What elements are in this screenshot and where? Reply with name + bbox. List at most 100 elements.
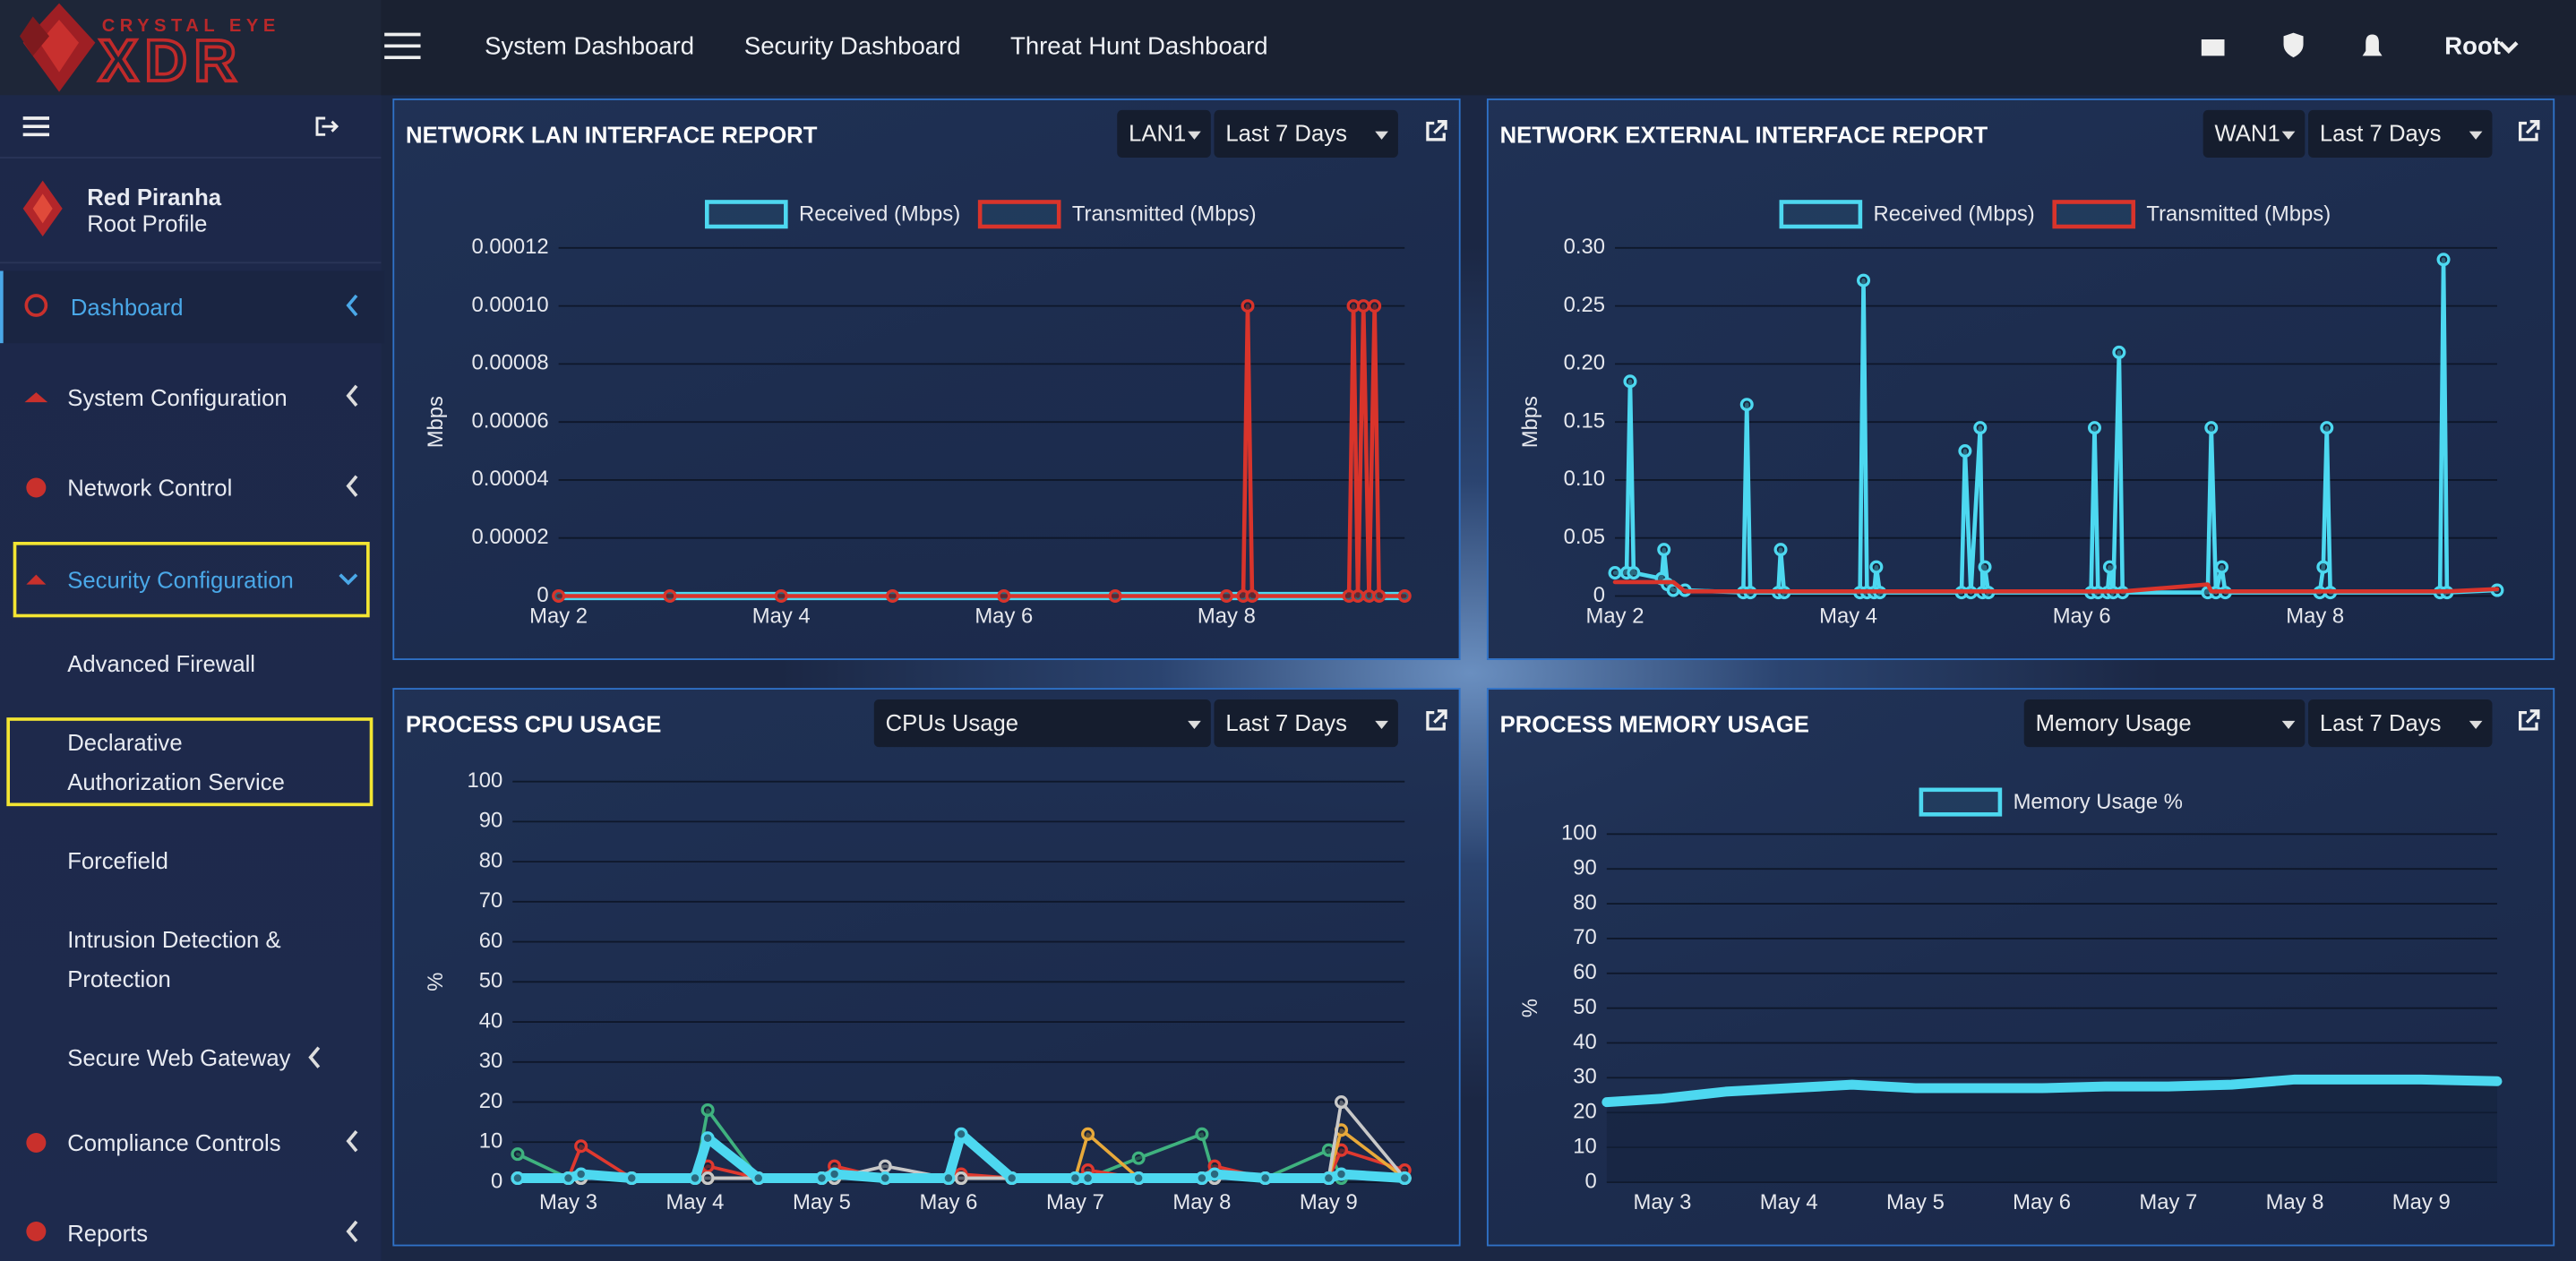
panel-title: NETWORK EXTERNAL INTERFACE REPORT [1499,121,1988,148]
submenu-item[interactable]: Advanced Firewall [67,649,256,677]
legend-label: Transmitted (Mbps) [1072,202,1257,226]
data-point [511,1147,525,1162]
data-point [2112,345,2126,359]
data-point [1773,543,1788,557]
data-point [663,588,677,604]
x-tick-label: May 7 [1046,1190,1104,1214]
data-point [1131,1171,1146,1186]
menu-label: Network Control [67,474,233,502]
legend-label: Memory Usage % [2014,790,2183,814]
nav-link[interactable]: Security Dashboard [743,32,961,61]
menu-item[interactable]: Dashboard [0,270,385,344]
dropdown[interactable]: LAN1 [1117,109,1211,158]
x-tick-label: May 2 [529,605,588,629]
series-line [1612,257,2500,595]
menu-item[interactable]: Network Control [0,451,382,524]
nav-link[interactable]: Threat Hunt Dashboard [1010,32,1268,61]
shield-icon[interactable] [2283,32,2304,58]
panel-title: PROCESS MEMORY USAGE [1499,710,1809,738]
menu-toggle[interactable] [22,116,50,137]
y-tick-label: 0.00008 [471,351,548,375]
data-point [1108,588,1122,604]
mail-icon[interactable] [2201,39,2225,56]
dropdown[interactable]: Last 7 Days [2308,109,2493,158]
menu-item[interactable]: Compliance Controls [0,1107,382,1180]
menu-item[interactable]: Security Configuration [0,544,382,616]
data-point [751,1171,766,1186]
data-point [1351,588,1365,604]
highlight-box [6,717,374,807]
nav-link[interactable]: System Dashboard [485,32,695,61]
data-point [1627,566,1641,580]
data-point [1372,588,1387,604]
area-fill [1606,1079,2497,1182]
menu-item[interactable]: System Configuration [0,361,382,433]
bell-icon[interactable] [2362,34,2383,56]
external-link-icon[interactable] [2517,709,2540,733]
y-tick-label: 60 [1573,960,1597,984]
panel-title: PROCESS CPU USAGE [406,710,662,738]
y-tick-label: 80 [1573,890,1597,914]
data-point [1978,560,1992,574]
x-tick-label: May 7 [2139,1190,2197,1214]
submenu-item[interactable]: Forcefield [67,846,168,874]
data-point [885,588,900,604]
x-tick-label: May 4 [1819,605,1877,629]
user-menu[interactable]: Root [2444,32,2501,61]
y-tick-label: 100 [1561,821,1597,845]
y-tick-label: 20 [1573,1100,1597,1124]
y-tick-label: 0.00006 [471,408,548,433]
nav-toggle[interactable] [384,32,421,59]
y-tick-label: 90 [479,809,503,833]
y-tick-label: 30 [479,1049,503,1073]
x-tick-label: May 8 [1198,605,1256,629]
dropdown[interactable]: Last 7 Days [1214,109,1398,158]
external-icon [1426,120,1447,142]
top-bar: System Dashboard Security Dashboard Thre… [381,0,2576,96]
y-tick-label: 60 [479,929,503,953]
logout-icon[interactable] [315,116,339,136]
profile-name: Red Piranha [87,184,222,210]
submenu-item[interactable]: Intrusion Detection & Protection [67,925,281,992]
data-point [624,1171,639,1186]
data-point [700,1131,715,1145]
data-point [2102,560,2117,574]
x-tick-label: May 5 [793,1190,851,1214]
y-axis-label: Mbps [1518,396,1542,448]
data-point [1857,273,1871,287]
x-tick-label: May 6 [975,605,1033,629]
x-tick-label: May 9 [2392,1190,2451,1214]
data-point [1356,299,1370,313]
submenu-item[interactable]: Secure Web Gateway [67,1043,291,1071]
menu-item[interactable]: Reports [0,1197,382,1260]
y-axis-label: Mbps [424,396,448,448]
y-tick-label: 0 [1585,1169,1597,1193]
dropdown[interactable]: WAN1 [2202,109,2306,158]
data-point [700,1102,715,1117]
y-tick-label: 90 [1573,855,1597,879]
external-link-icon[interactable] [1424,120,1447,143]
external-link-icon[interactable] [2517,120,2540,143]
submenu-item[interactable]: Declarative Authorization Service [67,728,285,795]
x-tick-label: May 2 [1586,605,1644,629]
y-tick-label: 50 [1573,995,1597,1019]
data-point [1321,1171,1335,1186]
y-axis-label: % [1518,999,1542,1017]
data-point [1258,1171,1273,1186]
dropdown[interactable]: Memory Usage [2023,699,2306,748]
y-tick-label: 40 [479,1008,503,1033]
data-point [1005,1171,1019,1186]
logo-mark: CRYSTAL EYE XDR [20,3,275,95]
data-point [1397,1171,1412,1186]
data-point [1623,374,1637,389]
series-line [556,304,1407,598]
external-icon [2519,709,2540,731]
dropdown[interactable]: CPUs Usage [873,699,1211,748]
series-line [1612,579,2500,594]
y-tick-label: 50 [479,969,503,993]
dropdown[interactable]: Last 7 Days [2308,699,2493,748]
external-link-icon[interactable] [1424,709,1447,733]
y-tick-label: 0.00012 [471,235,548,259]
data-point [1334,1167,1349,1181]
dropdown[interactable]: Last 7 Days [1214,699,1398,748]
